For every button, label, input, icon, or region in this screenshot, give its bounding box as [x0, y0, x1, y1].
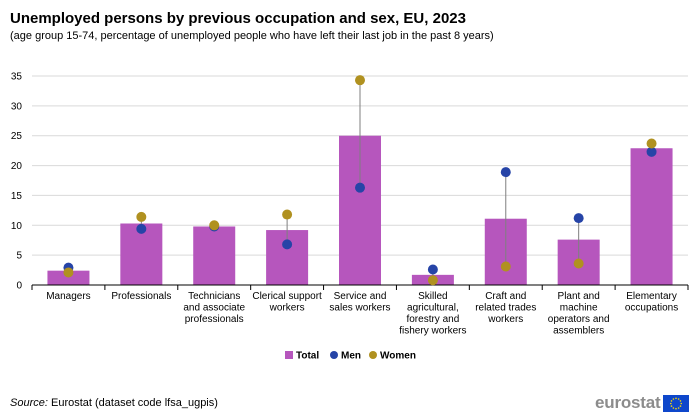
- source-note: Source: Eurostat (dataset code lfsa_ugpi…: [10, 397, 218, 409]
- point-men: [355, 182, 365, 193]
- x-category-label: Professionals: [111, 291, 171, 302]
- flag-star: [671, 399, 673, 402]
- source-label: Source:: [10, 397, 48, 409]
- x-category-label: Technicians and associate professionals: [183, 291, 245, 325]
- x-category-label: Clerical support workers: [252, 291, 322, 314]
- legend-swatch-total: [285, 351, 293, 359]
- flag-star: [678, 397, 680, 400]
- flag-star: [675, 407, 678, 409]
- chart-title: Unemployed persons by previous occupatio…: [10, 10, 466, 27]
- y-tick-label: 35: [11, 72, 23, 83]
- x-category-label: Managers: [46, 291, 90, 302]
- x-category-label: Skilled agricultural, forestry and fishery …: [399, 291, 466, 337]
- flag-star: [680, 402, 683, 404]
- y-tick-label: 30: [11, 101, 23, 112]
- point-men: [646, 146, 657, 157]
- legend-label-men: Men: [341, 351, 361, 362]
- chart-subtitle: (age group 15-74, percentage of unemploy…: [10, 30, 494, 42]
- point-women: [63, 267, 74, 278]
- point-women: [573, 258, 584, 269]
- point-men: [500, 167, 511, 178]
- point-women: [646, 138, 657, 149]
- legend-label-total: Total: [296, 351, 319, 362]
- point-women: [282, 209, 293, 220]
- flag-star: [680, 399, 682, 402]
- eu-flag-icon: [663, 394, 690, 412]
- point-men: [282, 239, 293, 250]
- x-category-label: Craft and related trades workers: [475, 291, 536, 325]
- legend-swatch-men: [330, 351, 338, 359]
- flag-star: [673, 406, 675, 409]
- legend-swatch-women: [369, 351, 377, 359]
- y-tick-label: 15: [11, 191, 23, 202]
- flag-star: [670, 402, 673, 404]
- x-category-label: Service and sales workers: [329, 291, 390, 314]
- y-tick-label: 10: [11, 221, 23, 232]
- flag-star: [671, 404, 673, 407]
- flag-star: [673, 397, 675, 400]
- point-men: [573, 213, 584, 224]
- bar-total: [193, 226, 236, 285]
- point-men: [427, 264, 438, 275]
- flag-star: [678, 406, 680, 409]
- logo-text: eurostat: [595, 393, 661, 412]
- flag-star: [675, 397, 678, 399]
- eurostat-logo: eurostat: [595, 393, 690, 412]
- y-tick-label: 20: [11, 161, 23, 172]
- flag-background: [663, 394, 690, 412]
- point-women: [427, 275, 438, 286]
- legend-label-women: Women: [380, 351, 416, 362]
- point-women: [500, 261, 511, 272]
- point-women: [136, 211, 147, 222]
- bar-total: [630, 148, 673, 285]
- point-women: [355, 75, 365, 86]
- point-women: [209, 220, 220, 231]
- y-tick-label: 0: [16, 281, 22, 292]
- source-text: Eurostat (dataset code lfsa_ugpis): [50, 397, 218, 409]
- y-tick-label: 25: [11, 131, 23, 142]
- point-men: [136, 223, 147, 234]
- flag-star: [680, 404, 682, 407]
- x-category-label: Plant and machine operators and assemblers: [548, 291, 610, 337]
- bar-total: [47, 270, 90, 285]
- y-tick-label: 5: [16, 251, 22, 262]
- x-category-label: Elementary occupations: [625, 291, 678, 314]
